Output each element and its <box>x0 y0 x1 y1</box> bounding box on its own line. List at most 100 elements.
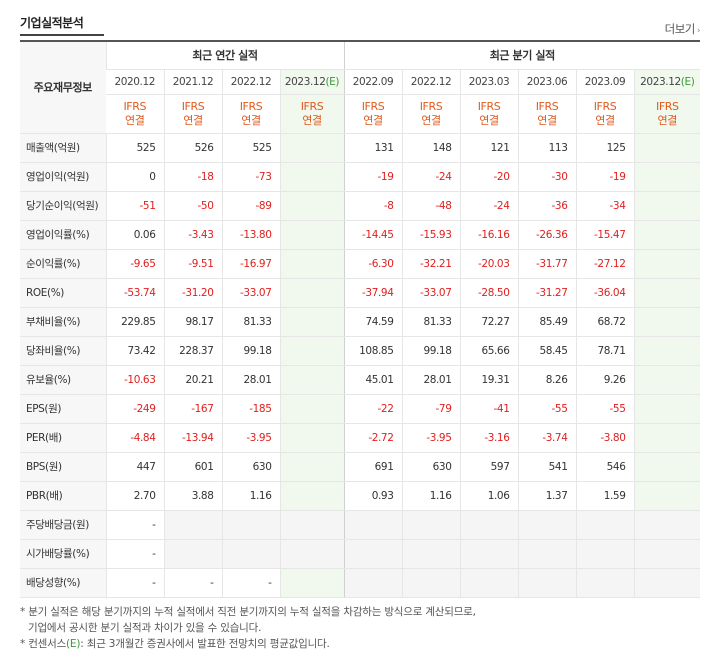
table-row: 부채비율(%) 229.85 98.17 81.33 74.59 81.33 72.27 85… <box>20 306 701 337</box>
value-cell: -19 <box>575 162 634 192</box>
value-cell: -36 <box>517 191 576 221</box>
value-cell <box>575 509 634 540</box>
period-annual-0: 2020.12 <box>106 69 164 95</box>
ifrs-label: IFRS <box>593 99 617 113</box>
value-cell <box>633 191 701 221</box>
table-row: PER(배) -4.84 -13.94 -3.95 -2.72 -3.95 -3.16 -3.… <box>20 423 701 453</box>
value-cell: 125 <box>575 133 634 163</box>
table-row: EPS(원) -249 -167 -185 -22 -79 -41 -55 -55 <box>20 393 701 424</box>
consolidated-label: 연결 <box>241 113 261 127</box>
row-label: EPS(원) <box>20 393 106 424</box>
table-row: 영업이익(억원) 0 -18 -73 -19 -24 -20 -30 -19 <box>20 162 701 192</box>
row-label: 영업이익(억원) <box>20 162 106 192</box>
value-cell: - <box>221 568 280 598</box>
value-cell: 99.18 <box>221 336 280 366</box>
row-label: 주당배당금(원) <box>20 509 106 540</box>
value-cell: 0 <box>105 162 164 192</box>
value-cell: -37.94 <box>343 278 402 308</box>
value-cell <box>279 191 344 221</box>
value-cell <box>343 568 402 598</box>
value-cell: -20 <box>459 162 518 192</box>
note-line-1: * 분기 실적은 해당 분기까지의 누적 실적에서 직전 분기까지의 누적 실적… <box>20 606 476 618</box>
value-cell: -27.12 <box>575 249 634 279</box>
value-cell <box>633 306 701 337</box>
ifrs-label: IFRS <box>419 99 443 113</box>
row-label: 시가배당률(%) <box>20 539 106 569</box>
row-label: 유보율(%) <box>20 365 106 395</box>
value-cell: 597 <box>459 452 518 482</box>
value-cell: -55 <box>575 393 634 424</box>
value-cell: 99.18 <box>401 336 460 366</box>
value-cell <box>279 365 344 395</box>
row-label: BPS(원) <box>20 452 106 482</box>
value-cell <box>575 568 634 598</box>
title-underline <box>20 34 104 36</box>
note-line-3-post: : 최근 3개월간 증권사에서 발표한 전망치의 평균값입니다. <box>80 638 330 650</box>
value-cell: 630 <box>401 452 460 482</box>
ifrs-label: IFRS <box>123 99 147 113</box>
value-cell <box>401 509 460 540</box>
value-cell: -15.47 <box>575 219 634 250</box>
row-label: PBR(배) <box>20 481 106 511</box>
value-cell <box>633 568 701 598</box>
ifrs-label: IFRS <box>181 99 205 113</box>
value-cell: -55 <box>517 393 576 424</box>
period-quarter-4: 2023.09 <box>575 69 634 95</box>
value-cell: 0.93 <box>343 481 402 511</box>
table-row: 순이익률(%) -9.65 -9.51 -16.97 -6.30 -32.21 -20.03… <box>20 249 701 279</box>
row-label: 순이익률(%) <box>20 249 106 279</box>
value-cell <box>343 539 402 569</box>
consolidated-label: 연결 <box>595 113 615 127</box>
value-cell <box>279 539 344 569</box>
ifrs-label: IFRS <box>535 99 559 113</box>
value-cell: -3.95 <box>221 423 280 453</box>
more-link[interactable]: 더보기 › <box>664 21 701 37</box>
value-cell <box>221 539 280 569</box>
value-cell: -51 <box>105 191 164 221</box>
value-cell: -31.77 <box>517 249 576 279</box>
value-cell: 541 <box>517 452 576 482</box>
value-cell: 73.42 <box>105 336 164 366</box>
ifrs-label: IFRS <box>239 99 263 113</box>
value-cell: -31.20 <box>163 278 222 308</box>
row-header: 주요재무정보 <box>20 40 106 134</box>
value-cell: 45.01 <box>343 365 402 395</box>
value-cell: -30 <box>517 162 576 192</box>
value-cell <box>633 249 701 279</box>
value-cell <box>459 539 518 569</box>
value-cell: 1.06 <box>459 481 518 511</box>
value-cell <box>279 393 344 424</box>
value-cell: 19.31 <box>459 365 518 395</box>
value-cell <box>633 452 701 482</box>
more-link-label[interactable]: 더보기 <box>664 22 696 36</box>
value-cell: 630 <box>221 452 280 482</box>
ifrs-label: IFRS <box>300 99 324 113</box>
value-cell: 78.71 <box>575 336 634 366</box>
value-cell: -6.30 <box>343 249 402 279</box>
note-line-3-e: (E) <box>66 638 81 650</box>
value-cell: -3.80 <box>575 423 634 453</box>
value-cell: -16.16 <box>459 219 518 250</box>
period-annual-1: 2021.12 <box>163 69 222 95</box>
value-cell <box>633 278 701 308</box>
value-cell: -24 <box>401 162 460 192</box>
value-cell <box>401 568 460 598</box>
period-label: 2023.09 <box>584 75 626 88</box>
value-cell: 74.59 <box>343 306 402 337</box>
ifrs-annual-0: IFRS 연결 <box>106 94 164 134</box>
value-cell: 0.06 <box>105 219 164 250</box>
value-cell: -13.94 <box>163 423 222 453</box>
consolidated-label: 연결 <box>421 113 441 127</box>
value-cell: -19 <box>343 162 402 192</box>
value-cell <box>279 278 344 308</box>
value-cell: -24 <box>459 191 518 221</box>
value-cell <box>163 539 222 569</box>
value-cell <box>279 336 344 366</box>
row-label: PER(배) <box>20 423 106 453</box>
value-cell: 525 <box>221 133 280 163</box>
value-cell: 691 <box>343 452 402 482</box>
value-cell: -50 <box>163 191 222 221</box>
period-quarter-2: 2023.03 <box>459 69 518 95</box>
period-label: 2023.06 <box>526 75 568 88</box>
value-cell: -48 <box>401 191 460 221</box>
